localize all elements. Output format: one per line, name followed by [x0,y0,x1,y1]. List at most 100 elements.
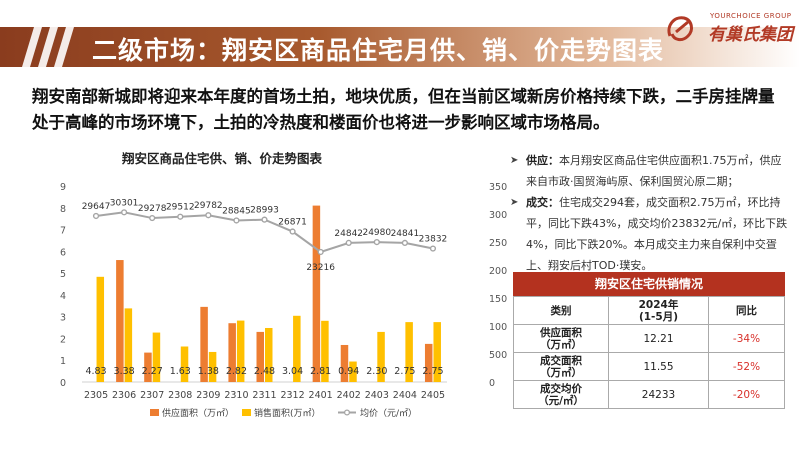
price-data-label: 23832 [419,235,448,245]
left-tick-label: 5 [60,269,66,280]
sales-data-label: 1.38 [198,366,219,377]
price-point [261,216,268,223]
x-tick-label: 2403 [365,390,389,401]
sales-data-label: 2.75 [422,366,443,377]
right-tick-label: 35000 [489,182,507,193]
right-tick-label: 10000 [489,322,507,333]
sales-data-label: 3.04 [282,366,303,377]
supply-bar [116,260,124,382]
x-tick-label: 2311 [252,390,276,401]
sales-bar [293,315,301,382]
right-tick-label: 30000 [489,210,507,221]
price-point [373,239,380,246]
price-point [92,212,100,220]
legend-swatch-supply [150,409,159,416]
supply-bar [228,323,236,382]
legend-label-price: 均价（元/㎡） [360,407,417,419]
sales-data-label: 2.30 [366,366,387,377]
x-tick-label: 2402 [337,390,361,401]
price-point [149,214,156,222]
price-point [345,239,352,246]
legend-swatch-price-marker [343,409,351,416]
x-tick-label: 2306 [112,390,136,401]
note-head: 供应： [526,154,559,167]
legend-swatch-sales [242,409,251,416]
price-data-label: 23216 [306,263,335,273]
sales-bar [124,308,133,382]
brand-logo-icon [667,16,693,42]
x-tick-label: 2305 [84,390,108,401]
table-cell-value: 11.55 [608,352,709,381]
sales-bar [405,322,413,382]
note-text: 住宅成交294套，成交面积2.75万㎡，环比持平，同比下跌43%，成交均价238… [526,196,788,272]
supply-bar [144,352,152,382]
price-point [401,239,408,246]
sales-bar [321,320,329,382]
right-tick-label: 25000 [489,238,507,249]
table-cell-yoy: -20% [708,380,785,409]
chart-container: 翔安区商品住宅供、销、价走势图表 0 1 2 3 4 5 6 7 8 9 0 5000 10000 150… [52,140,507,445]
arrow-bullet-icon: ➤ [510,155,519,166]
price-data-label: 29647 [82,202,111,212]
sales-bar [377,331,385,382]
right-tick-label: 5000 [489,350,507,361]
header-stripes-icon [22,27,74,67]
sales-data-label: 0.94 [338,366,359,377]
sales-bar [349,361,357,382]
price-data-label: 28993 [250,206,279,216]
table-title: 翔安区住宅供销情况 [513,272,785,296]
price-point [205,212,212,219]
table-header: 同比 [708,296,785,325]
sales-data-label: 2.81 [310,366,331,377]
sales-bar [433,322,441,382]
price-data-label: 30301 [110,198,139,208]
sales-bar [96,276,105,382]
price-point [289,228,296,235]
price-data-label: 29278 [138,204,167,214]
data-table: 类别 2024年 (1-5月) 同比 供应面积 （万㎡） 12.21 -34% … [513,296,785,409]
price-data-label: 29512 [166,203,195,213]
note-supply: ➤ 供应：本月翔安区商品住宅供应面积1.75万㎡，供应来自市政·国贸海屿原、保利… [510,150,790,192]
logo-name: 有巢氏集团 [708,25,793,45]
sales-bar [152,332,161,382]
table-row: 成交均价 （元/㎡） 24233 -20% [513,380,785,409]
price-point [121,209,128,216]
sales-bar [265,327,273,382]
sales-bar [236,320,245,382]
table-row-label: 成交面积 （万㎡） [513,352,609,381]
price-point [429,245,437,252]
x-tick-label: 2401 [309,390,333,401]
price-data-label: 24841 [391,229,420,239]
table-cell-yoy: -52% [708,352,785,381]
table-header-row: 类别 2024年 (1-5月) 同比 [513,296,785,325]
sales-bar [180,346,189,382]
right-tick-label: 15000 [489,294,507,305]
intro-paragraph: 翔安南部新城即将迎来本年度的首场土拍，地块优质，但在当前区域新房价格持续下跌，二… [32,87,775,132]
price-data-label: 29782 [194,201,223,211]
sales-data-label: 2.82 [226,366,247,377]
arrow-bullet-icon: ➤ [510,197,519,208]
price-data-label: 24842 [334,229,363,239]
x-tick-label: 2308 [168,390,192,401]
table-header: 类别 [513,296,609,325]
note-sales: ➤ 成交：住宅成交294套，成交面积2.75万㎡，环比持平，同比下跌43%，成交… [510,192,790,276]
supply-sales-table: 翔安区住宅供销情况 类别 2024年 (1-5月) 同比 供应面积 （万㎡） 1… [513,272,785,409]
left-tick-label: 2 [60,334,66,345]
table-cell-yoy: -34% [708,324,785,353]
left-tick-label: 4 [60,291,66,302]
left-tick-label: 1 [60,356,66,367]
table-row-label: 成交均价 （元/㎡） [513,380,609,409]
table-row-label: 供应面积 （万㎡） [513,324,609,353]
table-header: 2024年 (1-5月) [608,296,709,325]
note-head: 成交： [526,196,559,209]
price-data-label: 28845 [222,206,251,216]
x-tick-label: 2307 [140,390,164,401]
notes-panel: ➤ 供应：本月翔安区商品住宅供应面积1.75万㎡，供应来自市政·国贸海屿原、保利… [510,150,790,276]
left-tick-label: 9 [60,182,66,193]
right-tick-label: 20000 [489,266,507,277]
table-cell-value: 24233 [608,380,709,409]
sales-data-label: 2.27 [142,366,163,377]
price-point [233,217,240,224]
x-tick-label: 2404 [393,390,417,401]
supply-bar [312,205,321,382]
